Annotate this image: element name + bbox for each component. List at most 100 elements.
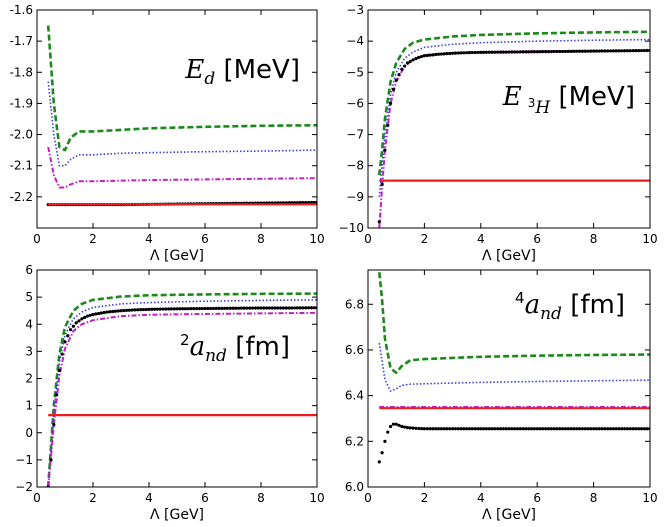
data-point (383, 148, 387, 152)
data-point (91, 312, 95, 317)
data-point (248, 306, 252, 310)
data-point (541, 427, 545, 431)
data-point (445, 52, 449, 56)
data-point (628, 427, 632, 431)
data-point (637, 427, 641, 431)
data-point (535, 50, 539, 54)
data-point (158, 307, 162, 311)
x-tick-label: 6 (201, 232, 209, 246)
data-point (527, 427, 531, 431)
data-point (597, 427, 601, 431)
data-point (510, 427, 514, 431)
data-point (155, 307, 159, 311)
data-point (515, 50, 520, 54)
data-point (439, 427, 443, 431)
x-tick-label: 2 (421, 491, 429, 505)
data-point (459, 427, 463, 431)
data-point (125, 308, 129, 312)
data-point (614, 49, 618, 53)
data-point (55, 393, 59, 397)
series-green-dashed (377, 30, 650, 176)
y-tick-label: −7 (346, 128, 364, 142)
data-point (614, 427, 618, 431)
data-point (265, 306, 269, 310)
data-point (617, 427, 621, 431)
data-point (136, 308, 140, 312)
x-tick-label: 8 (590, 232, 598, 246)
data-point (445, 427, 449, 431)
data-point (634, 49, 638, 53)
data-point (563, 427, 568, 431)
x-tick-label: 10 (642, 491, 657, 505)
y-tick-label: 6.0 (345, 480, 364, 494)
data-point (377, 220, 381, 224)
data-point (276, 306, 280, 310)
data-point (267, 306, 271, 310)
series-black-dots (377, 48, 650, 224)
data-point (583, 427, 587, 431)
data-point (625, 427, 630, 431)
x-tick-label: 2 (89, 232, 97, 246)
data-point (623, 49, 627, 53)
data-point (298, 306, 302, 310)
data-point (611, 427, 615, 431)
data-point (388, 101, 393, 106)
data-point (538, 50, 542, 54)
y-tick-label: -1.6 (10, 3, 33, 17)
data-point (223, 306, 227, 310)
y-tick-label: 6.2 (345, 434, 364, 448)
data-point (451, 51, 455, 55)
data-point (529, 427, 534, 431)
data-point (459, 51, 463, 55)
data-point (603, 427, 607, 431)
x-tick-label: 8 (257, 232, 265, 246)
data-point (417, 426, 421, 431)
y-tick-label: 5 (25, 290, 33, 304)
data-point (569, 49, 573, 53)
x-tick-label: 6 (533, 232, 541, 246)
data-point (496, 50, 500, 54)
data-point (456, 51, 460, 55)
series-blue-dotted (47, 299, 317, 487)
x-tick-label: 4 (145, 491, 153, 505)
data-point (251, 306, 255, 310)
data-point (293, 306, 297, 310)
x-tick-label: 4 (477, 232, 485, 246)
data-point (634, 427, 638, 431)
data-point (309, 306, 313, 310)
data-point (262, 306, 266, 310)
data-point (623, 427, 627, 431)
data-point (594, 49, 599, 53)
data-point (428, 427, 432, 431)
data-point (467, 427, 472, 431)
data-point (422, 427, 426, 431)
x-axis-label: Λ [GeV] (150, 248, 204, 264)
data-point (620, 49, 624, 53)
data-point (597, 49, 601, 53)
data-point (586, 427, 590, 431)
data-point (169, 307, 173, 311)
data-point (577, 427, 582, 431)
data-point (242, 306, 246, 310)
data-point (544, 50, 548, 54)
data-point (403, 64, 407, 68)
data-point (428, 53, 432, 57)
plot-area (37, 270, 317, 487)
data-point (504, 50, 508, 54)
y-tick-label: −2 (15, 480, 33, 494)
data-point (186, 307, 190, 311)
data-point (479, 427, 483, 431)
data-point (642, 427, 646, 431)
data-point (465, 51, 469, 55)
x-axis-label: Λ [GeV] (150, 507, 204, 523)
data-point (594, 427, 599, 431)
data-point (484, 427, 489, 431)
data-point (462, 427, 466, 431)
data-point (386, 430, 390, 434)
data-point (147, 307, 151, 311)
data-point (281, 306, 285, 310)
data-point (453, 51, 458, 55)
x-axis-label: Λ [GeV] (482, 507, 536, 523)
data-point (80, 317, 84, 321)
data-point (164, 307, 168, 311)
